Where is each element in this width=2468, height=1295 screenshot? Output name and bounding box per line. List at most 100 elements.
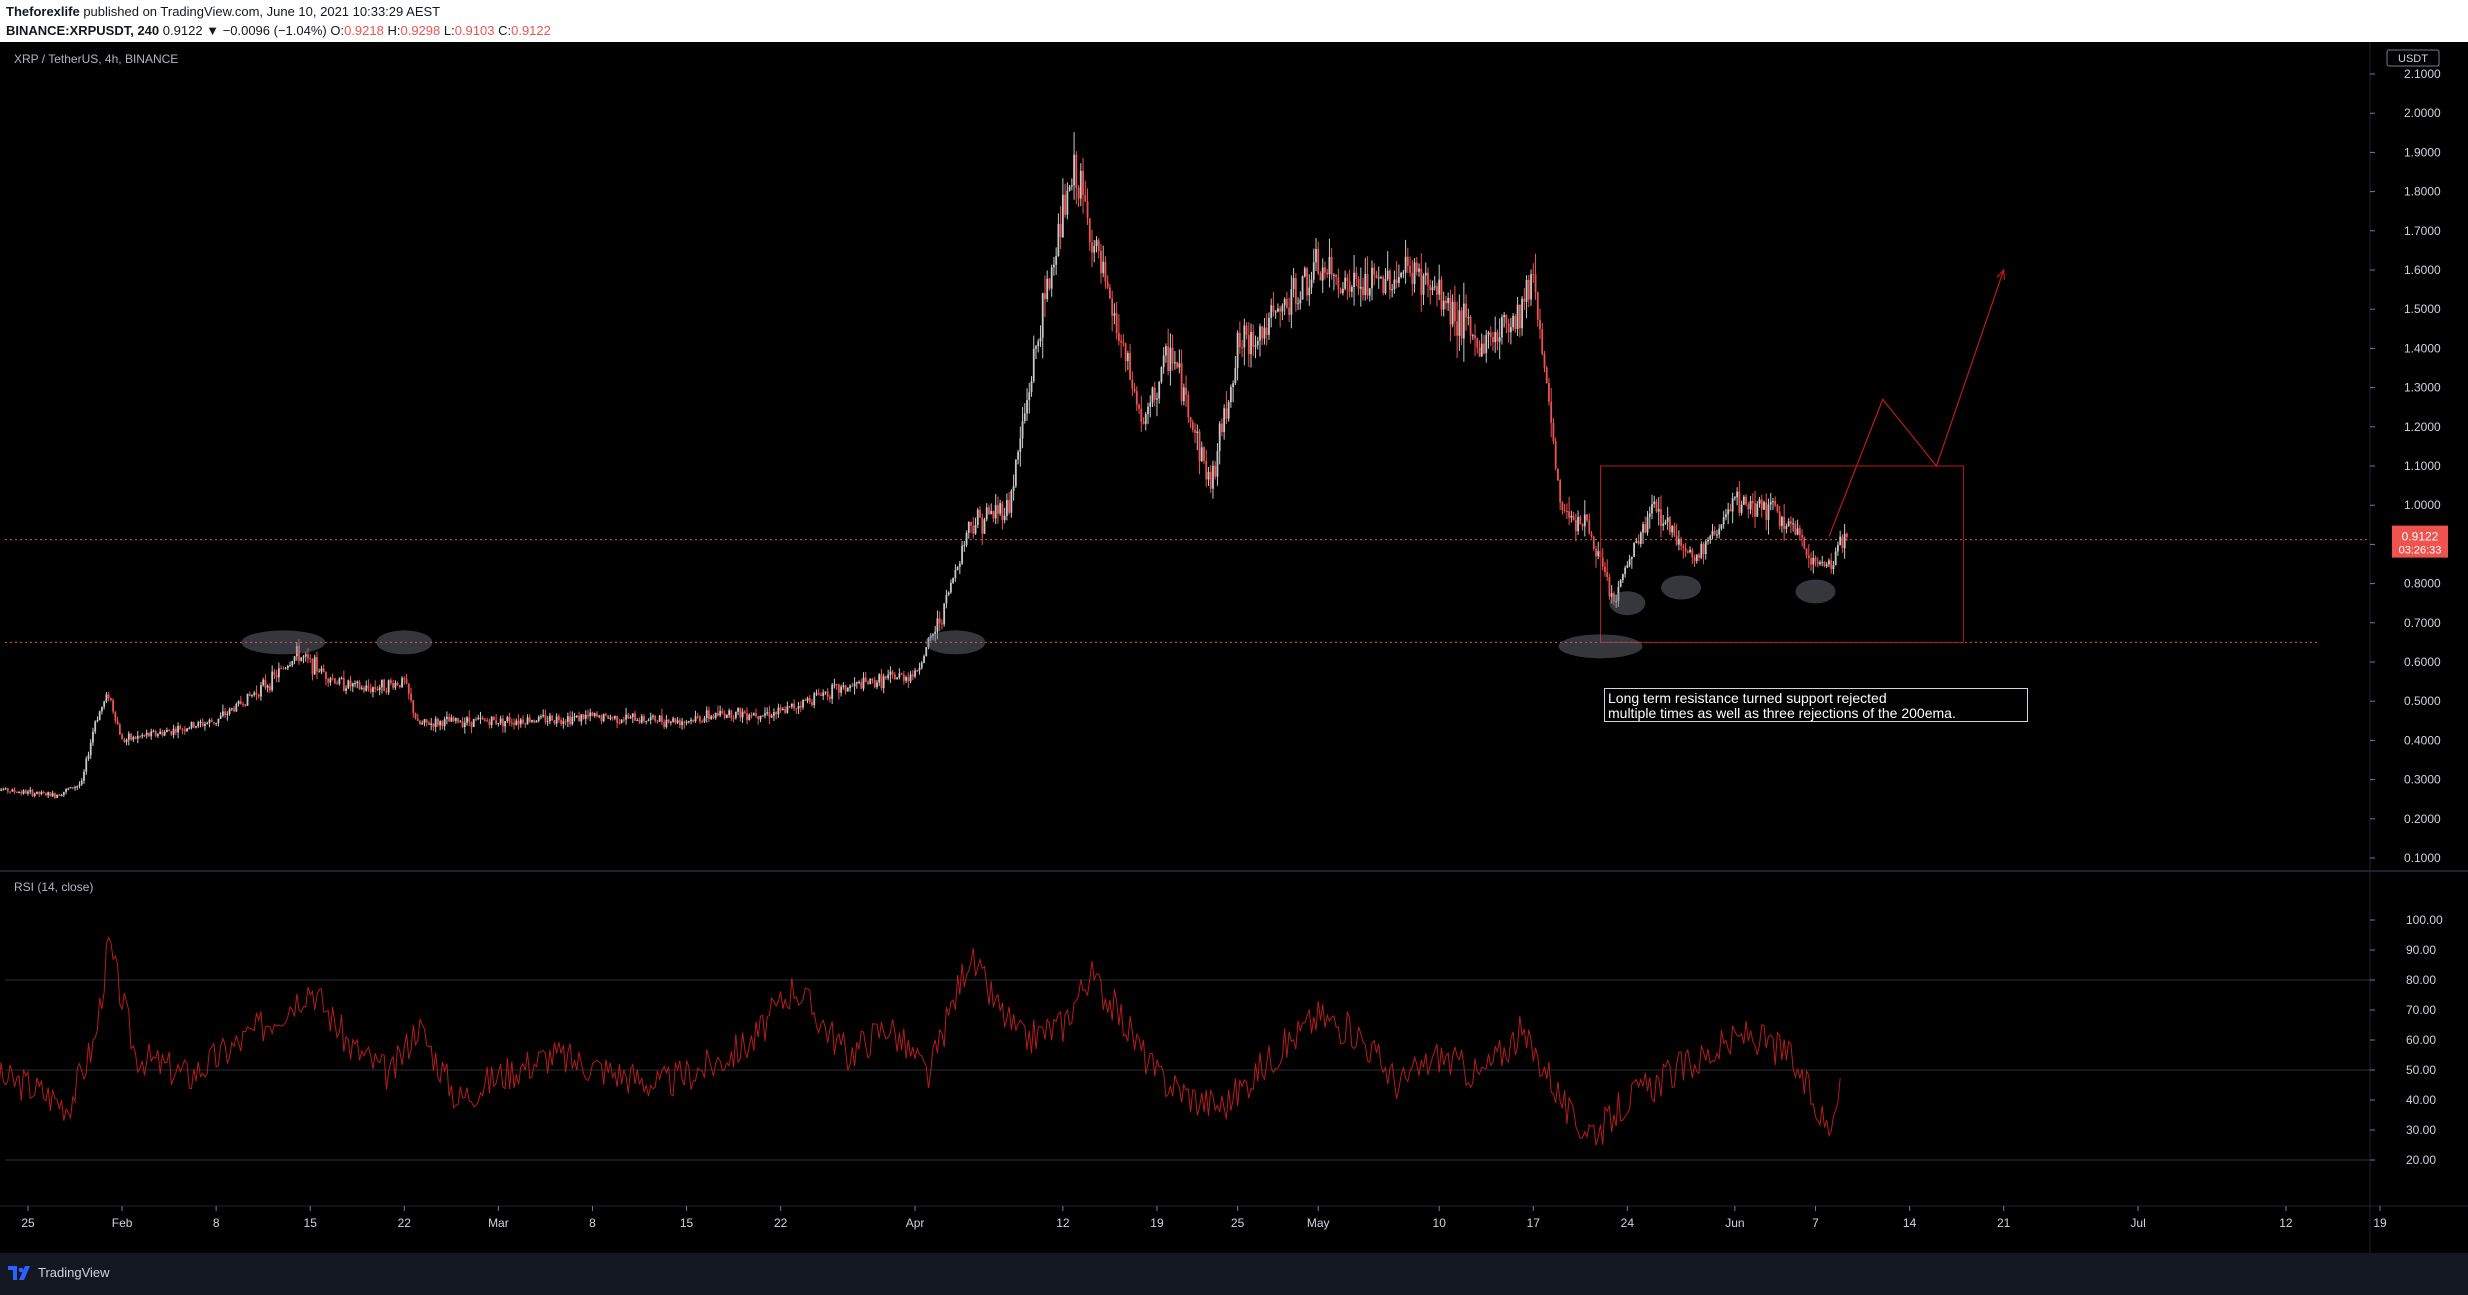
candle-body — [717, 712, 719, 716]
annotation-text-box[interactable]: Long term resistance turned support reje… — [1604, 688, 2028, 722]
candle-body — [855, 682, 858, 684]
candle-body — [566, 716, 569, 722]
candle-body — [613, 716, 616, 719]
candle-body — [172, 728, 175, 735]
candle-body — [192, 721, 195, 728]
candle-body — [1326, 272, 1329, 275]
candle-body — [62, 791, 65, 796]
candle-body — [755, 713, 757, 717]
candle-body — [508, 716, 511, 723]
price-tick-label: 0.8000 — [2404, 577, 2441, 591]
chart-area[interactable]: 0.1000 0.2000 0.3000 0.4000 0.5000 0.6000 0.70… — [0, 42, 2468, 1253]
candle-body — [1124, 343, 1127, 362]
candle-body — [1393, 279, 1396, 290]
candle-body — [519, 719, 522, 725]
rejection-ellipse — [1558, 634, 1643, 659]
candle-body — [710, 716, 713, 719]
drawings-layer[interactable] — [241, 268, 2005, 659]
rsi-tick-label: 90.00 — [2406, 943, 2436, 957]
candle-body — [1026, 400, 1028, 414]
candle-body — [349, 680, 352, 687]
candle-body — [781, 708, 784, 711]
candle-body — [481, 717, 484, 720]
rsi-axis[interactable]: 20.00 30.00 40.00 50.00 60.00 70.00 80.00 90.00… — [2370, 913, 2443, 1167]
candle-body — [721, 710, 724, 714]
candle-body — [994, 505, 997, 519]
candle-body — [398, 684, 401, 688]
candle-body — [145, 732, 148, 736]
candle-body — [849, 685, 851, 688]
candle-body — [504, 721, 507, 727]
publisher-name[interactable]: Theforexlife — [6, 4, 80, 19]
candle-body — [273, 671, 276, 676]
candle-body — [1501, 317, 1503, 338]
candle-body — [49, 792, 52, 797]
candle-body — [672, 718, 675, 722]
candle-body — [1319, 273, 1322, 281]
price-axis[interactable]: 0.1000 0.2000 0.3000 0.4000 0.5000 0.6000 0.70… — [2370, 49, 2441, 865]
candle-body — [1467, 317, 1470, 319]
candle-body — [27, 791, 29, 794]
chart-canvas[interactable]: 0.1000 0.2000 0.3000 0.4000 0.5000 0.6000 0.70… — [0, 42, 2468, 1253]
candle-body — [560, 720, 563, 724]
candle-body — [1413, 262, 1416, 285]
candle-body — [1626, 565, 1629, 568]
price-tick-label: 0.3000 — [2404, 773, 2441, 787]
candle-body — [784, 708, 787, 713]
candle-body — [918, 667, 921, 671]
candle-body — [712, 716, 715, 718]
candle-body — [1171, 347, 1174, 364]
symbol-legend[interactable]: XRP / TetherUS, 4h, BINANCE — [14, 52, 179, 66]
candle-body — [1722, 517, 1725, 525]
candle-body — [1339, 289, 1342, 294]
candle-body — [510, 722, 513, 724]
candle-body — [1579, 516, 1582, 525]
candle-body — [533, 720, 536, 723]
candle-body — [1843, 533, 1846, 549]
last-price-tag — [2392, 525, 2448, 558]
candle-body — [493, 716, 495, 721]
candle-body — [1543, 353, 1546, 368]
candle-body — [112, 700, 115, 712]
time-tick-label: 8 — [589, 1216, 596, 1230]
candle-body — [1541, 329, 1544, 354]
candle-body — [1539, 319, 1541, 330]
candle-body — [1460, 310, 1463, 339]
candle-body — [71, 787, 74, 789]
candle-body — [779, 707, 782, 711]
candle-body — [1075, 154, 1078, 188]
candle-body — [963, 544, 966, 546]
candle-body — [1436, 286, 1438, 295]
candle-body — [636, 720, 639, 722]
candle-body — [219, 715, 222, 719]
candle-body — [239, 701, 242, 705]
candle-body — [179, 725, 182, 730]
candle-body — [1225, 408, 1228, 419]
candle-body — [1453, 301, 1456, 322]
close-value: 0.9122 — [511, 23, 551, 38]
tradingview-logo[interactable]: TradingView — [8, 1265, 110, 1280]
open-value: 0.9218 — [344, 23, 384, 38]
candle-body — [878, 674, 881, 683]
candle-body — [528, 717, 531, 722]
candle-body — [835, 684, 838, 686]
candle-body — [13, 789, 16, 792]
candle-body — [401, 678, 403, 688]
candle-body — [1758, 499, 1761, 504]
candle-body — [6, 788, 9, 792]
candle-body — [578, 715, 580, 722]
candle-body — [616, 716, 619, 723]
candle-body — [488, 721, 491, 726]
candle-body — [141, 735, 144, 737]
candle-body — [56, 794, 59, 798]
candle-body — [186, 728, 188, 732]
candle-body — [105, 694, 108, 702]
candle-body — [1281, 305, 1284, 312]
candle-body — [309, 658, 312, 660]
candle-body — [342, 677, 345, 691]
candle-body — [228, 709, 231, 714]
rsi-legend[interactable]: RSI (14, close) — [14, 880, 94, 894]
candle-body — [1254, 345, 1257, 347]
time-axis[interactable]: 25 Feb 8 15 22 Mar 8 15 22 Apr 12 19 25 May 10 17 24 Jun 7… — [21, 1206, 2387, 1230]
candle-body — [923, 656, 925, 663]
